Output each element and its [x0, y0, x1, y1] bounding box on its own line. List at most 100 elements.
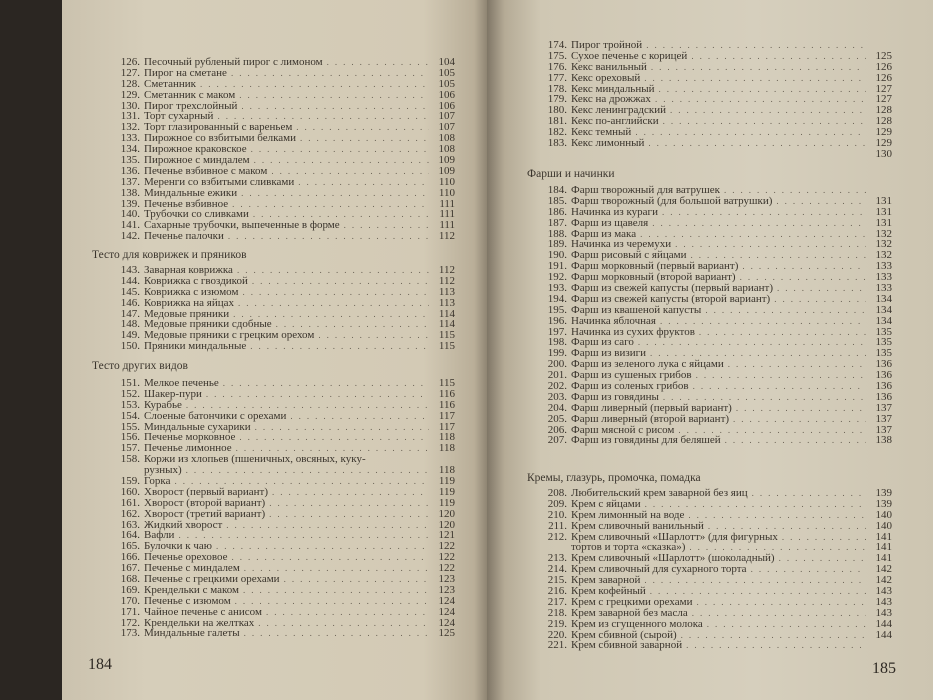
entry-page: 131 — [875, 194, 893, 207]
dot-leader: ........................................… — [233, 308, 429, 319]
entry-page: 132 — [875, 227, 893, 240]
dot-leader: ........................................… — [216, 541, 429, 552]
entry-page: 134 — [875, 314, 893, 327]
toc-entry: 220. Крем сбивной (сырой)................… — [537, 629, 892, 641]
entry-title: Печенье взбивное с маком — [144, 164, 268, 177]
entry-page: 120 — [438, 518, 456, 531]
dot-leader: ........................................… — [662, 116, 866, 127]
entry-page: 111 — [439, 197, 455, 210]
entry-number: 148. — [120, 318, 140, 331]
entry-page: 137 — [875, 401, 893, 414]
entry-number: 193. — [547, 282, 567, 294]
entry-page: 132 — [875, 238, 893, 251]
toc-entry: 146. Коврижка на яйцах...................… — [110, 296, 455, 309]
toc-entry: 193. Фарш из свежей капусты (первый вариа… — [537, 283, 892, 294]
dot-leader: ........................................… — [742, 261, 866, 272]
entry-page: 136 — [875, 390, 893, 403]
toc-entry: 148. Медовые пряники сдобные.............… — [110, 319, 455, 330]
dot-leader: ........................................… — [777, 283, 866, 293]
entry-number: 177. — [547, 71, 567, 84]
toc-entry: 168. Печенье с грецкими орехами..........… — [110, 574, 455, 585]
toc-entry: 190. Фарш рисовый с яйцами...............… — [537, 250, 892, 261]
dot-leader: ........................................… — [650, 348, 866, 359]
toc-entry: рузных).................................… — [110, 465, 455, 476]
entry-title: Фарш из саго — [571, 336, 634, 349]
entry-page: 134 — [875, 292, 893, 305]
entry-number: 168. — [120, 573, 140, 586]
entry-page: 115 — [438, 376, 455, 389]
entry-title: Любительский крем заварной без яиц — [571, 486, 748, 499]
toc-entry: 185. Фарш творожный (для большой ватрушки… — [537, 194, 893, 207]
dot-leader: ........................................… — [227, 231, 429, 242]
entry-page: 115 — [438, 329, 455, 342]
dot-leader: ........................................… — [724, 184, 866, 195]
dot-leader: ........................................… — [750, 564, 866, 575]
entry-page: 135 — [875, 325, 893, 338]
entry-page: 112 — [438, 274, 455, 287]
entry-number: 158. — [120, 453, 140, 466]
entry-page: 118 — [438, 442, 455, 455]
entry-page: 134 — [875, 303, 893, 316]
dot-leader: ........................................… — [235, 443, 429, 454]
dot-leader: ........................................… — [724, 435, 866, 446]
section-heading: Фарши и начинки — [527, 168, 615, 180]
toc-entry: 175. Сухое печенье с корицей.............… — [537, 50, 892, 62]
entry-page: 131 — [875, 205, 893, 218]
entry-number: 128. — [120, 77, 140, 90]
dot-leader: ........................................… — [239, 432, 429, 443]
dot-leader: ........................................… — [652, 217, 866, 228]
toc-entry: 215. Крем заварной.......................… — [537, 575, 892, 586]
entry-page: 116 — [438, 398, 455, 411]
toc-entry: 176. Кекс ванильный......................… — [537, 61, 892, 73]
dot-leader: ........................................… — [696, 596, 867, 607]
toc-entry: 155. Миндальные сухарики.................… — [110, 420, 455, 433]
entry-number: 210. — [547, 508, 567, 521]
entry-title: Фарш из щавеля — [571, 216, 649, 229]
toc-entry: 184. Фарш творожный для ватрушек.........… — [537, 185, 892, 196]
entry-page: 120 — [438, 507, 456, 520]
dot-leader: ........................................… — [662, 391, 866, 402]
entry-title: Печенье лимонное — [144, 442, 232, 455]
dot-leader: ........................................… — [243, 563, 429, 574]
entry-title: Фарш из сушеных грибов — [571, 369, 692, 382]
entry-page: 118 — [438, 464, 455, 477]
entry-number: 190. — [547, 249, 567, 262]
entry-number: 218. — [547, 606, 567, 619]
dot-leader: ........................................… — [243, 628, 429, 639]
dot-leader: ........................................… — [343, 220, 429, 231]
entry-page: 117 — [438, 409, 455, 422]
entry-number: 203. — [547, 390, 567, 403]
toc-entry: 188. Фарш из мака........................… — [537, 227, 893, 240]
toc-entry: 166. Печенье ореховое....................… — [110, 552, 455, 563]
entry-number: 221. — [547, 639, 567, 652]
entry-title: Крендельки на желтках — [144, 616, 255, 629]
dot-leader: ........................................… — [727, 359, 866, 370]
entry-number: 141. — [120, 219, 140, 232]
entry-page: 141 — [875, 541, 893, 554]
dot-leader: ........................................… — [689, 542, 866, 553]
entry-number: 185. — [547, 194, 567, 207]
entry-title: Кекс темный — [571, 126, 632, 139]
entry-number: 147. — [120, 307, 140, 320]
entry-page: 116 — [438, 387, 455, 400]
entry-page: 114 — [438, 307, 455, 320]
dot-leader: ........................................… — [269, 508, 429, 519]
entry-title: Миндальные сухарики — [144, 420, 251, 433]
entry-title: Крем заварной без масла — [571, 606, 688, 619]
entry-number: 146. — [120, 296, 140, 309]
entry-title: Печенье морковное — [144, 431, 236, 444]
entry-page: 132 — [875, 249, 893, 262]
dot-leader: ........................................… — [217, 111, 429, 122]
entry-title: Слоеные батончики с орехами — [144, 409, 287, 422]
entry-title: Медовые пряники с грецким орехом — [144, 329, 315, 342]
entry-number: 214. — [547, 563, 567, 576]
entry-number: 171. — [120, 605, 140, 618]
entry-title: Крем заварной — [571, 574, 641, 587]
entry-title: Торт сухарный — [144, 110, 214, 123]
entry-number: 163. — [120, 518, 140, 531]
dot-leader: ........................................… — [658, 83, 866, 94]
entry-number: 212. — [547, 530, 567, 543]
toc-entry: 156. Печенье морковное...................… — [110, 432, 455, 443]
entry-page: 121 — [438, 529, 456, 542]
entry-number: 145. — [120, 285, 140, 298]
